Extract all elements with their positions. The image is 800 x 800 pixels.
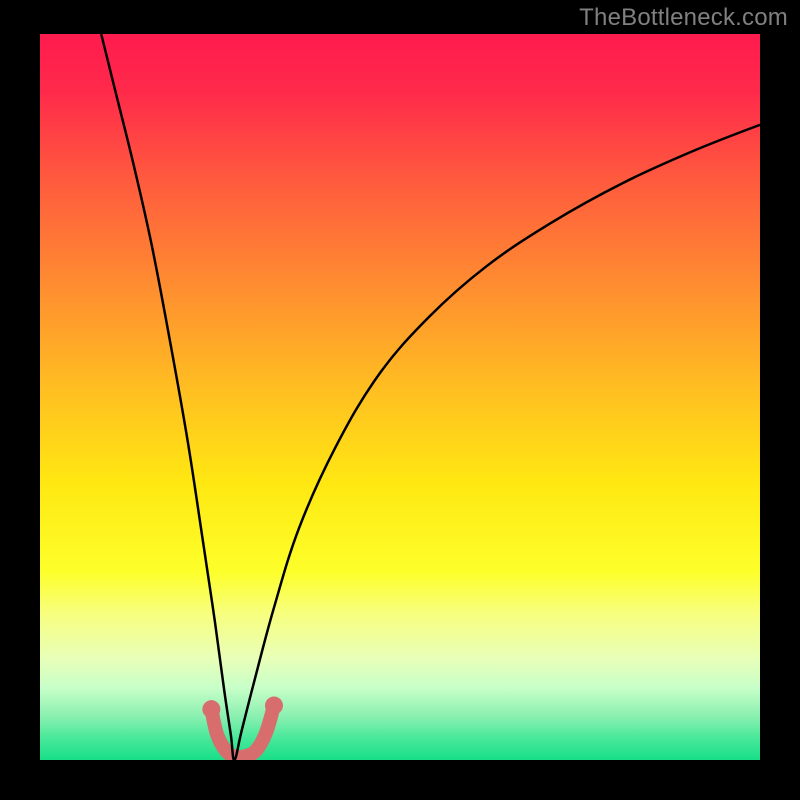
chart-canvas	[0, 0, 800, 800]
watermark-text: TheBottleneck.com	[579, 4, 788, 32]
gradient-background	[40, 34, 760, 760]
highlight-end-dot-right	[265, 697, 283, 715]
highlight-end-dot-left	[202, 700, 220, 718]
